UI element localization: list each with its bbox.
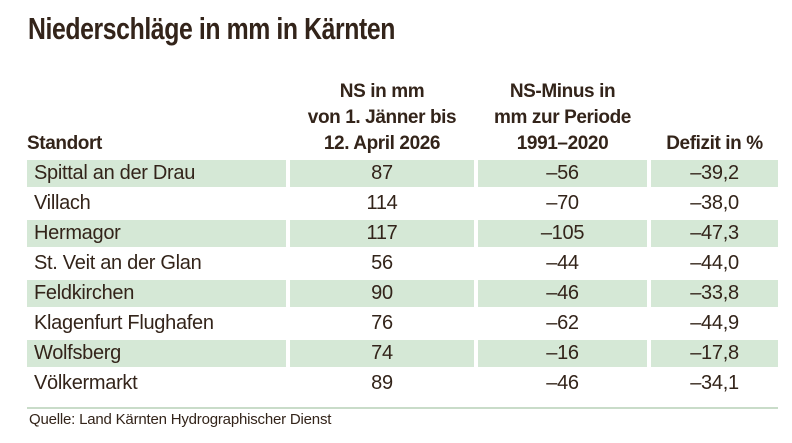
cell-ns-mm: 76 <box>371 312 393 334</box>
cell-defizit: –39,2 <box>651 160 778 187</box>
column-header-ns-mm: NS in mm von 1. Jänner bis 12. April 202… <box>290 79 474 160</box>
cell-ns-mm: 74 <box>290 340 474 367</box>
table-row: Hermagor 117 –105 –47,3 <box>27 220 778 247</box>
cell-standort: Völkermarkt <box>34 372 138 394</box>
table-row: Villach 114 –70 –38,0 <box>27 190 778 217</box>
cell-ns-minus: –70 <box>546 192 579 214</box>
cell-ns-mm: 89 <box>371 372 393 394</box>
source-note: Quelle: Land Kärnten Hydrographischer Di… <box>29 411 332 428</box>
cell-standort: Wolfsberg <box>27 340 286 367</box>
cell-ns-minus: –62 <box>546 312 579 334</box>
column-header-ns-minus-line2: mm zur Periode <box>494 107 631 128</box>
cell-defizit: –38,0 <box>690 192 739 214</box>
column-header-ns-mm-line1: NS in mm <box>339 81 425 102</box>
cell-standort: Hermagor <box>27 220 286 247</box>
bottom-rule <box>27 407 778 409</box>
table-row: Spittal an der Drau 87 –56 –39,2 <box>27 160 778 187</box>
cell-ns-mm: 114 <box>366 192 398 214</box>
table-row: Wolfsberg 74 –16 –17,8 <box>27 340 778 367</box>
cell-ns-minus: –46 <box>546 372 579 394</box>
cell-defizit: –44,0 <box>690 252 739 274</box>
cell-standort: Spittal an der Drau <box>27 160 286 187</box>
column-header-standort: Standort <box>27 133 102 154</box>
cell-ns-minus: –46 <box>478 280 647 307</box>
column-header-ns-mm-line3: 12. April 2026 <box>323 133 441 154</box>
cell-defizit: –44,9 <box>690 312 739 334</box>
cell-standort: Klagenfurt Flughafen <box>34 312 214 334</box>
table-row: Feldkirchen 90 –46 –33,8 <box>27 280 778 307</box>
table-row: Völkermarkt 89 –46 –34,1 <box>27 370 778 397</box>
column-header-ns-mm-line2: von 1. Jänner bis <box>307 107 457 128</box>
page-title: Niederschläge in mm in Kärnten <box>28 11 395 46</box>
table-row: Klagenfurt Flughafen 76 –62 –44,9 <box>27 310 778 337</box>
cell-ns-minus: –44 <box>546 252 579 274</box>
table-row: St. Veit an der Glan 56 –44 –44,0 <box>27 250 778 277</box>
cell-defizit: –47,3 <box>651 220 778 247</box>
column-header-ns-minus: NS-Minus in mm zur Periode 1991–2020 <box>478 79 647 160</box>
cell-defizit: –17,8 <box>651 340 778 367</box>
cell-standort: Villach <box>34 192 91 214</box>
cell-ns-mm: 90 <box>290 280 474 307</box>
cell-standort: Feldkirchen <box>27 280 286 307</box>
cell-ns-minus: –105 <box>478 220 647 247</box>
table-body: Spittal an der Drau 87 –56 –39,2 Villach… <box>27 160 778 397</box>
cell-ns-mm: 87 <box>290 160 474 187</box>
precipitation-table: Standort NS in mm von 1. Jänner bis 12. … <box>27 75 778 400</box>
cell-defizit: –34,1 <box>690 372 739 394</box>
cell-ns-mm: 56 <box>371 252 393 274</box>
cell-defizit: –33,8 <box>651 280 778 307</box>
cell-ns-minus: –56 <box>478 160 647 187</box>
column-header-defizit: Defizit in % <box>666 133 763 154</box>
cell-standort: St. Veit an der Glan <box>34 252 202 274</box>
table-header-row: Standort NS in mm von 1. Jänner bis 12. … <box>27 75 778 160</box>
column-header-ns-minus-line3: 1991–2020 <box>516 133 609 154</box>
column-header-ns-minus-line1: NS-Minus in <box>509 81 616 102</box>
cell-ns-minus: –16 <box>478 340 647 367</box>
cell-ns-mm: 117 <box>290 220 474 247</box>
